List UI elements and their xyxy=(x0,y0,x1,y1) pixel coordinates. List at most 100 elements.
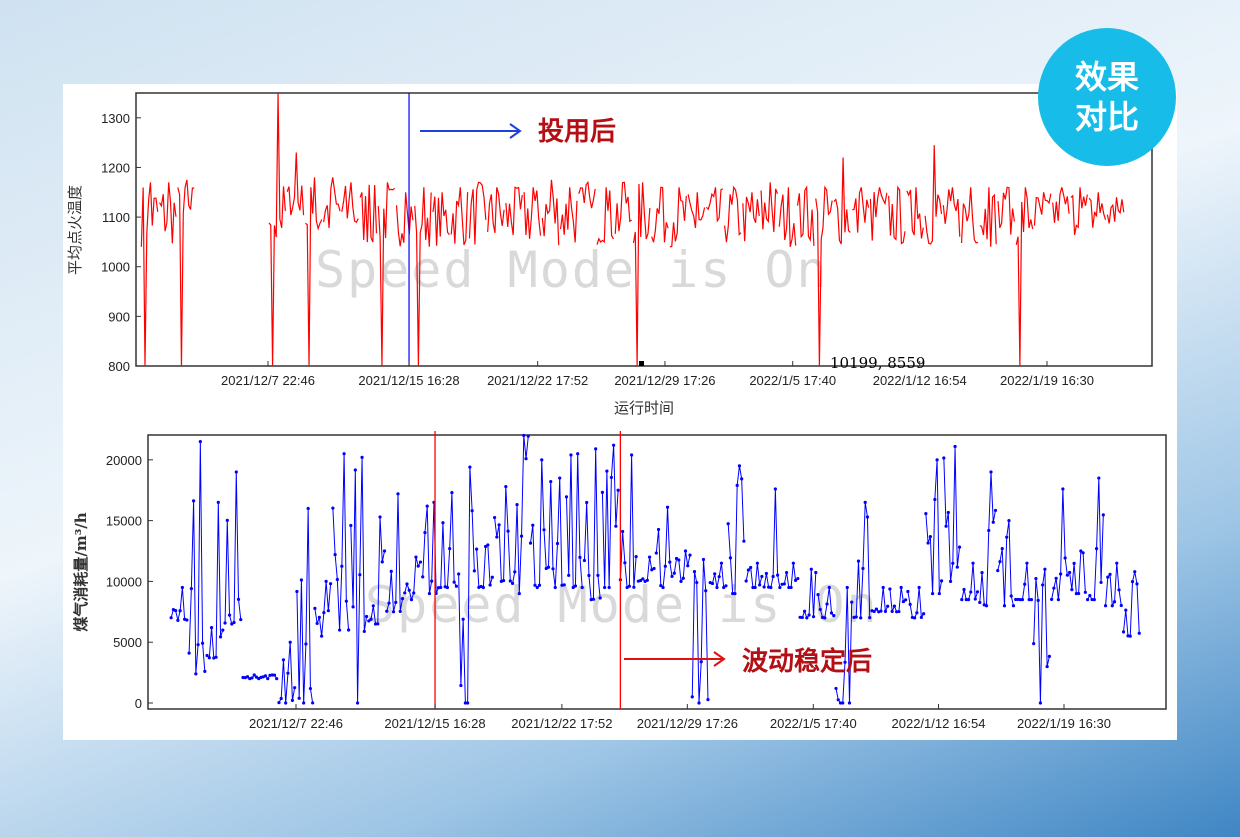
series-segment xyxy=(942,187,961,237)
data-point xyxy=(627,584,631,588)
data-point xyxy=(704,589,708,593)
y-tick-label: 5000 xyxy=(113,635,142,650)
data-point xyxy=(205,653,209,658)
data-point xyxy=(1032,642,1036,646)
data-point xyxy=(594,447,598,451)
data-point xyxy=(951,561,955,565)
data-point xyxy=(948,579,953,584)
series-segment xyxy=(651,186,669,243)
data-point xyxy=(973,597,977,601)
data-point xyxy=(1103,604,1108,608)
data-point xyxy=(358,573,362,577)
data-point xyxy=(349,523,353,528)
data-point xyxy=(762,585,766,589)
data-point xyxy=(1099,580,1103,585)
data-point xyxy=(917,585,921,590)
data-point xyxy=(423,531,427,535)
data-point xyxy=(715,585,719,590)
data-point xyxy=(652,566,656,571)
data-point xyxy=(245,675,250,679)
data-point xyxy=(578,555,582,559)
series-segment xyxy=(960,187,979,244)
badge-line-2: 对比 xyxy=(1074,98,1139,136)
data-point xyxy=(1072,561,1076,566)
data-point xyxy=(838,701,843,705)
data-point xyxy=(984,604,989,608)
data-point xyxy=(306,506,310,511)
series-segment xyxy=(440,492,457,589)
top-watermark: Speed Mode is On xyxy=(315,241,829,299)
data-point xyxy=(1074,591,1078,596)
data-point xyxy=(987,528,991,533)
data-point xyxy=(302,701,306,705)
data-point xyxy=(187,651,191,655)
data-point xyxy=(1043,567,1047,571)
data-point xyxy=(677,558,681,562)
data-point xyxy=(297,696,301,700)
data-point xyxy=(528,541,533,545)
data-point xyxy=(641,577,645,581)
data-point xyxy=(232,620,236,625)
series-segment xyxy=(852,187,870,233)
data-point xyxy=(1083,590,1087,594)
data-point xyxy=(409,598,414,602)
series-segment xyxy=(906,187,924,239)
data-point xyxy=(416,564,420,568)
series-segment xyxy=(815,185,833,367)
data-point xyxy=(573,584,578,588)
series-segment xyxy=(997,520,1014,606)
data-point xyxy=(1108,572,1112,576)
bottom-watermark: Speed Mode is On xyxy=(365,576,879,634)
series-segment xyxy=(450,187,469,246)
data-point xyxy=(623,561,627,565)
x-tick-label: 2021/12/7 22:46 xyxy=(221,373,315,388)
data-point xyxy=(659,584,663,588)
series-segment xyxy=(468,181,487,245)
series-segment xyxy=(286,152,305,216)
data-point xyxy=(304,642,308,646)
series-segment xyxy=(1033,569,1050,704)
series-segment xyxy=(724,185,742,243)
data-point xyxy=(672,571,676,575)
data-point xyxy=(605,469,609,473)
data-point xyxy=(724,584,728,588)
data-point xyxy=(457,572,461,576)
data-point xyxy=(576,452,580,456)
data-point xyxy=(382,549,387,553)
data-point xyxy=(731,591,735,596)
data-point xyxy=(396,492,400,496)
data-point xyxy=(966,598,971,602)
data-point xyxy=(537,583,542,587)
data-point xyxy=(692,570,697,574)
x-tick-label: 2022/1/5 17:40 xyxy=(770,716,857,731)
data-point xyxy=(769,585,773,590)
data-point xyxy=(924,512,928,516)
data-point xyxy=(892,604,897,608)
data-point xyxy=(663,564,667,568)
data-point xyxy=(484,544,488,549)
series-segment xyxy=(763,488,781,589)
data-point xyxy=(744,579,748,583)
data-point xyxy=(481,585,485,590)
data-point xyxy=(391,610,396,614)
data-point xyxy=(1068,570,1072,575)
bottom-annotation: 波动稳定后 xyxy=(742,646,872,677)
series-segment xyxy=(655,507,673,589)
x-tick-label: 2021/12/29 17:26 xyxy=(614,373,715,388)
data-point xyxy=(1018,598,1022,602)
data-point xyxy=(288,640,292,644)
data-point xyxy=(1000,546,1004,551)
data-point xyxy=(564,495,569,499)
data-point xyxy=(398,609,402,614)
series-segment xyxy=(1070,187,1088,235)
series-segment xyxy=(596,187,614,245)
y-tick-label: 1000 xyxy=(101,260,130,275)
data-point xyxy=(776,573,780,577)
data-point xyxy=(719,561,724,565)
data-point xyxy=(378,515,382,519)
data-point xyxy=(645,578,649,582)
series-segment xyxy=(377,182,396,367)
series-segment xyxy=(512,435,529,594)
data-point xyxy=(771,574,775,579)
series-segment xyxy=(727,465,745,595)
